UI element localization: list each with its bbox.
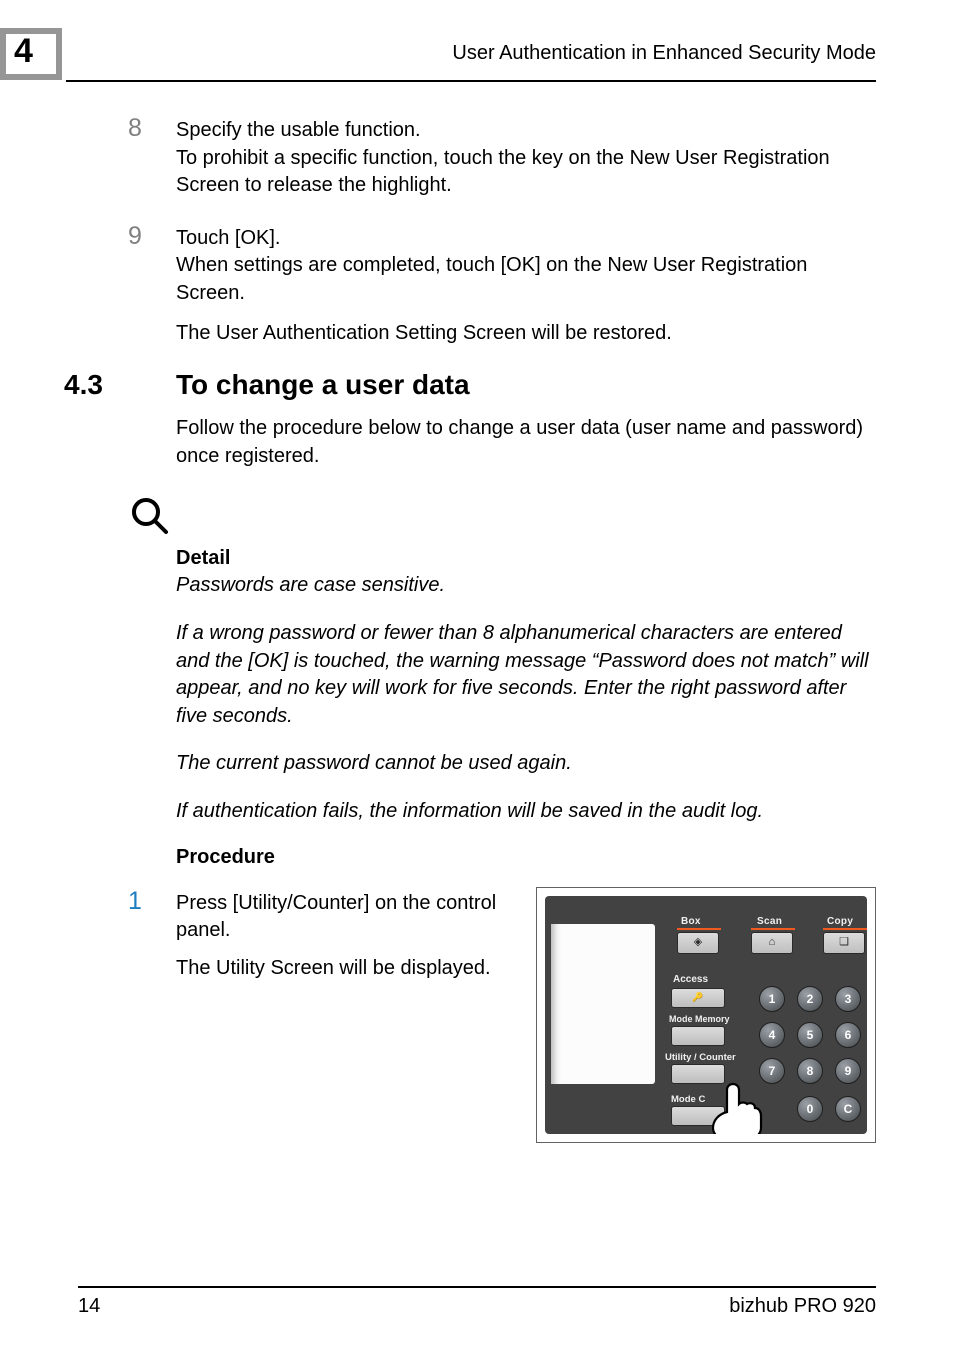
access-glyph-icon: 🔑 — [692, 993, 703, 1002]
step-number: 8 — [128, 114, 176, 143]
copy-glyph-icon: ❏ — [839, 937, 849, 948]
step-result: The User Authentication Setting Screen w… — [176, 320, 876, 348]
panel-label-copy: Copy — [827, 916, 853, 927]
detail-para-1: Passwords are case sensitive. — [176, 572, 876, 600]
chapter-tab-inner: 4 — [6, 34, 56, 74]
key-label: 2 — [807, 992, 814, 1006]
step-first-line: Touch [OK]. — [176, 225, 281, 253]
panel-label-scan: Scan — [757, 916, 782, 927]
box-button[interactable]: ◈ — [677, 932, 719, 954]
keypad-6[interactable]: 6 — [835, 1022, 861, 1048]
step-continuation: To prohibit a specific function, touch t… — [176, 145, 876, 200]
control-panel-illustration: Box Scan Copy ◈ ⌂ ❏ Access 🔑 Mode Memory… — [536, 887, 876, 1143]
magnifier-icon — [128, 494, 876, 543]
key-label: 6 — [845, 1028, 852, 1042]
step-number: 1 — [128, 887, 176, 916]
accent-underline — [677, 928, 721, 930]
keypad-1[interactable]: 1 — [759, 986, 785, 1012]
step-first-line: Specify the usable function. — [176, 117, 421, 145]
procedure-label: Procedure — [176, 846, 876, 869]
footer-rule — [78, 1286, 876, 1288]
scan-button[interactable]: ⌂ — [751, 932, 793, 954]
footer-page-number: 14 — [78, 1295, 100, 1318]
keypad-3[interactable]: 3 — [835, 986, 861, 1012]
panel-label-utility-counter: Utility / Counter — [665, 1052, 736, 1063]
section-intro: Follow the procedure below to change a u… — [176, 415, 876, 470]
copy-button[interactable]: ❏ — [823, 932, 865, 954]
control-panel-body: Box Scan Copy ◈ ⌂ ❏ Access 🔑 Mode Memory… — [545, 896, 867, 1134]
keypad-4[interactable]: 4 — [759, 1022, 785, 1048]
keypad-7[interactable]: 7 — [759, 1058, 785, 1084]
key-label: 3 — [845, 992, 852, 1006]
top-rule — [66, 80, 876, 82]
key-label: 4 — [769, 1028, 776, 1042]
running-head: User Authentication in Enhanced Security… — [452, 42, 876, 65]
chapter-number: 4 — [6, 34, 33, 68]
panel-label-access: Access — [673, 974, 708, 985]
accent-underline — [823, 928, 867, 930]
step-first-line: Press [Utility/Counter] on the control p… — [176, 890, 506, 945]
key-label: 5 — [807, 1028, 814, 1042]
step-8: 8 Specify the usable function. To prohib… — [176, 114, 876, 200]
key-label: 1 — [769, 992, 776, 1006]
panel-label-mode-memory: Mode Memory — [669, 1014, 730, 1024]
keypad-9[interactable]: 9 — [835, 1058, 861, 1084]
step-1: 1 Press [Utility/Counter] on the control… — [176, 887, 506, 983]
key-label: 9 — [845, 1064, 852, 1078]
section-number: 4.3 — [64, 369, 176, 401]
detail-para-3: The current password cannot be used agai… — [176, 750, 876, 778]
key-label: 0 — [807, 1102, 814, 1116]
detail-para-2: If a wrong password or fewer than 8 alph… — [176, 620, 876, 730]
key-label: 7 — [769, 1064, 776, 1078]
access-button[interactable]: 🔑 — [671, 988, 725, 1008]
key-label: C — [844, 1102, 853, 1116]
step-continuation: When settings are completed, touch [OK] … — [176, 252, 876, 307]
step-9: 9 Touch [OK]. When settings are complete… — [176, 222, 876, 347]
utility-counter-button[interactable] — [671, 1064, 725, 1084]
panel-screen — [551, 924, 655, 1084]
detail-para-4: If authentication fails, the information… — [176, 798, 876, 826]
scan-glyph-icon: ⌂ — [769, 937, 776, 948]
mode-check-button[interactable] — [671, 1106, 725, 1126]
mode-memory-button[interactable] — [671, 1026, 725, 1046]
section-title: To change a user data — [176, 369, 470, 401]
section-heading: 4.3 To change a user data — [64, 369, 876, 401]
panel-label-mode-check: Mode C — [671, 1094, 705, 1105]
keypad-2[interactable]: 2 — [797, 986, 823, 1012]
keypad-5[interactable]: 5 — [797, 1022, 823, 1048]
step-number: 9 — [128, 222, 176, 251]
keypad-8[interactable]: 8 — [797, 1058, 823, 1084]
panel-label-box: Box — [681, 916, 701, 927]
footer-product: bizhub PRO 920 — [729, 1295, 876, 1318]
key-label: 8 — [807, 1064, 814, 1078]
step-result: The Utility Screen will be displayed. — [176, 955, 506, 983]
accent-underline — [751, 928, 795, 930]
keypad-0[interactable]: 0 — [797, 1096, 823, 1122]
box-glyph-icon: ◈ — [694, 937, 702, 948]
detail-label: Detail — [176, 547, 876, 570]
keypad-clear[interactable]: C — [835, 1096, 861, 1122]
